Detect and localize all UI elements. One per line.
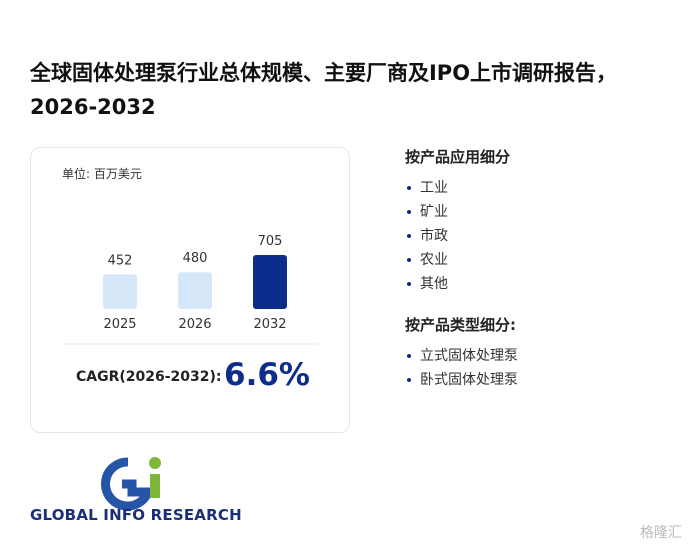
segment-item: 卧式固体处理泵 [405, 368, 685, 392]
segment-item: 工业 [405, 176, 685, 200]
value-label: 452 [108, 253, 133, 268]
segment-title: 按产品应用细分 [405, 148, 511, 166]
segment-item: 立式固体处理泵 [405, 344, 685, 368]
segment-item: 市政 [405, 224, 685, 248]
logo-name: GLOBAL INFO RESEARCH [30, 506, 242, 524]
cagr-label: CAGR(2026-2032): [76, 369, 222, 385]
chart-card [30, 147, 350, 433]
x-tick-label: 2026 [178, 317, 211, 332]
x-tick-label: 2032 [253, 317, 286, 332]
bar [253, 255, 287, 309]
value-label: 480 [183, 251, 208, 266]
segment-item: 其他 [405, 272, 685, 296]
watermark: 格隆汇 [640, 525, 682, 541]
bar [103, 274, 137, 309]
value-label: 705 [258, 234, 283, 249]
bar [178, 272, 212, 309]
logo-mark: Gi [101, 457, 161, 511]
x-tick-label: 2025 [103, 317, 136, 332]
unit-label: 单位: 百万美元 [62, 167, 142, 181]
title: 全球固体处理泵行业总体规模、主要厂商及IPO上市调研报告，2026-2032 [30, 61, 618, 119]
segment-item: 矿业 [405, 200, 685, 224]
segment-item: 农业 [405, 248, 685, 272]
segments: 按产品应用细分工业 矿业 市政 农业 其他按产品类型细分: 立式固体处理泵 卧式固体处理泵 [405, 146, 685, 392]
segment-title: 按产品类型细分: [405, 316, 516, 334]
cagr-value: 6.6% [224, 357, 310, 393]
